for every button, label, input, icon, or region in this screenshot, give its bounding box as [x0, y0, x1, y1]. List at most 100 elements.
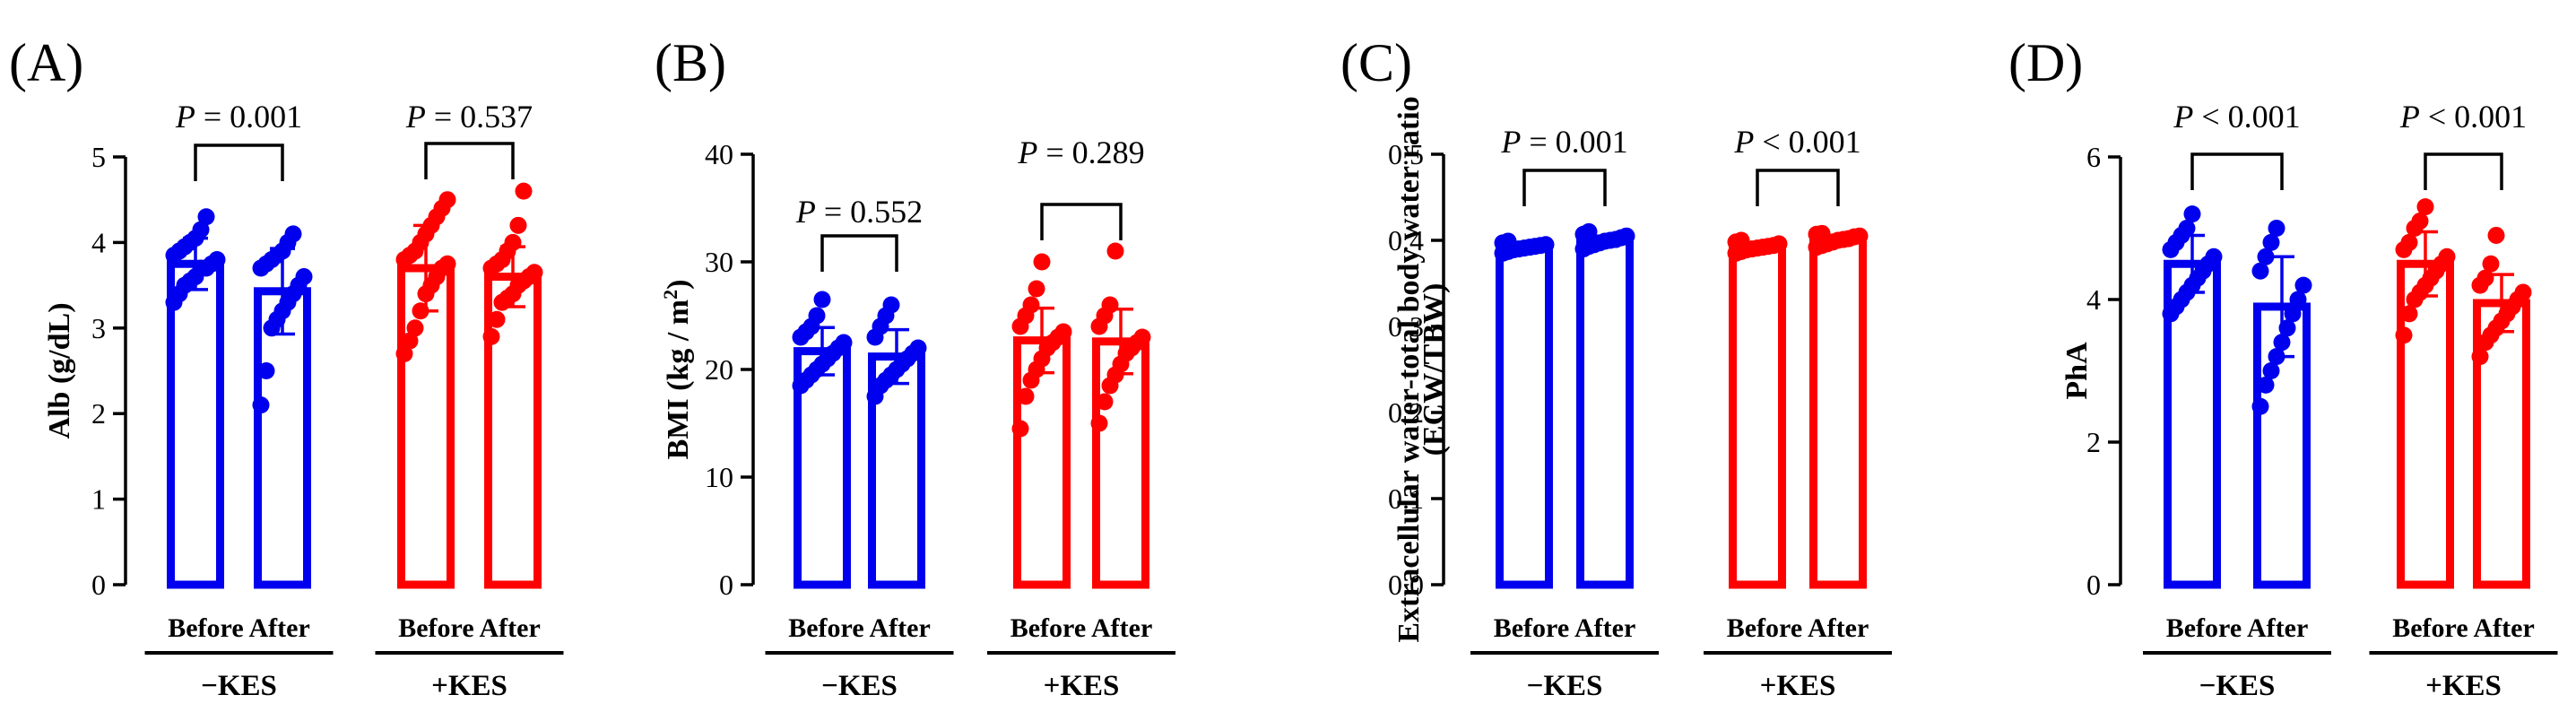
- y-axis-label: PhA: [2060, 342, 2094, 400]
- data-point: [2251, 397, 2269, 415]
- data-point: [1096, 393, 1114, 411]
- data-point: [2257, 376, 2275, 394]
- data-point: [295, 268, 313, 286]
- bar: [1729, 243, 1786, 589]
- group-label: −KES: [1527, 670, 1603, 702]
- data-point: [1033, 253, 1051, 271]
- data-point: [2438, 248, 2456, 265]
- category-label: Before After: [1727, 613, 1869, 643]
- data-point: [257, 362, 275, 379]
- y-tick-label: 0.1: [1388, 482, 1424, 515]
- data-point: [1499, 232, 1517, 250]
- data-point: [208, 250, 226, 268]
- data-point: [1133, 328, 1151, 346]
- bar: [1496, 243, 1553, 589]
- category-label: Before After: [168, 613, 310, 643]
- data-point: [2400, 305, 2418, 323]
- data-point: [1090, 414, 1108, 432]
- category-label: Before After: [1010, 613, 1153, 643]
- data-point: [2251, 262, 2269, 280]
- data-point: [438, 255, 456, 273]
- panel-label: (A): [9, 33, 83, 92]
- data-point: [1017, 387, 1035, 405]
- data-point: [1054, 323, 1072, 341]
- data-point: [2262, 233, 2280, 251]
- y-tick-label: 0: [91, 569, 106, 601]
- data-point: [882, 296, 900, 314]
- y-axis-label: Extracellular water-total body water rat…: [1392, 96, 1426, 642]
- group-label: +KES: [2425, 670, 2502, 702]
- significance-bracket: [1756, 169, 1840, 206]
- data-point: [2416, 198, 2434, 216]
- data-point: [2514, 283, 2532, 301]
- p-value: P = 0.537: [405, 99, 533, 135]
- data-point: [808, 307, 826, 325]
- data-point: [515, 182, 533, 200]
- y-axis-label-line2: (ECW/TBW): [1418, 283, 1451, 456]
- bar: [167, 259, 224, 589]
- data-point: [2411, 213, 2429, 230]
- data-point: [2257, 248, 2275, 265]
- significance-bracket: [820, 234, 898, 272]
- data-point: [509, 216, 527, 234]
- data-point: [1101, 296, 1119, 314]
- data-point: [2183, 205, 2201, 223]
- significance-bracket: [2424, 152, 2503, 190]
- data-point: [2395, 326, 2413, 344]
- panel-label: (C): [1340, 33, 1412, 92]
- group-label: −KES: [2199, 670, 2276, 702]
- y-tick-label: 0: [719, 569, 733, 601]
- y-tick-label: 0.2: [1388, 396, 1424, 429]
- p-value: P = 0.001: [1500, 124, 1627, 160]
- y-tick-label: 10: [705, 461, 733, 493]
- y-tick-label: 20: [705, 353, 733, 386]
- data-point: [2471, 348, 2489, 366]
- data-point: [2487, 226, 2505, 244]
- bar: [1576, 237, 1634, 589]
- data-point: [197, 208, 215, 226]
- y-tick-label: 40: [705, 138, 733, 170]
- y-tick-label: 1: [91, 483, 106, 516]
- y-tick-label: 3: [91, 312, 106, 344]
- category-label: Before After: [2392, 613, 2535, 643]
- y-axis-label: Alb (g/dL): [43, 302, 76, 439]
- data-point: [835, 334, 853, 352]
- p-value: P < 0.001: [2173, 99, 2300, 135]
- significance-bracket: [2190, 152, 2284, 190]
- bar: [484, 273, 542, 589]
- y-tick-label: 4: [91, 226, 106, 258]
- panel-label: (B): [655, 33, 726, 92]
- category-label: Before After: [1494, 613, 1636, 643]
- y-axis-label: BMI (kg / m2): [659, 280, 695, 460]
- data-point: [1770, 235, 1788, 253]
- p-value: P < 0.001: [2399, 99, 2527, 135]
- data-point: [1028, 280, 1045, 298]
- significance-bracket: [194, 143, 284, 181]
- data-point: [401, 332, 419, 350]
- data-point: [2205, 248, 2223, 265]
- y-tick-label: 30: [705, 246, 733, 278]
- data-point: [1011, 420, 1029, 438]
- data-point: [284, 225, 302, 243]
- data-point: [2268, 220, 2285, 237]
- y-tick-label: 5: [91, 141, 106, 173]
- data-point: [2400, 233, 2418, 251]
- p-value: P = 0.001: [175, 99, 302, 135]
- y-tick-label: 0: [2086, 569, 2101, 601]
- group-label: −KES: [201, 670, 277, 702]
- p-value: P = 0.289: [1017, 135, 1144, 170]
- group-label: +KES: [1044, 670, 1120, 702]
- bar: [1809, 236, 1867, 589]
- data-point: [488, 310, 506, 328]
- y-tick-label: 0.5: [1388, 138, 1424, 170]
- group-label: +KES: [431, 670, 507, 702]
- data-point: [252, 396, 270, 414]
- data-point: [1851, 227, 1869, 245]
- data-point: [1106, 242, 1124, 260]
- data-point: [2178, 220, 2196, 237]
- p-value: P < 0.001: [1733, 124, 1860, 160]
- data-point: [482, 327, 500, 345]
- category-label: Before After: [2166, 613, 2309, 643]
- data-point: [406, 319, 424, 337]
- data-point: [525, 264, 543, 282]
